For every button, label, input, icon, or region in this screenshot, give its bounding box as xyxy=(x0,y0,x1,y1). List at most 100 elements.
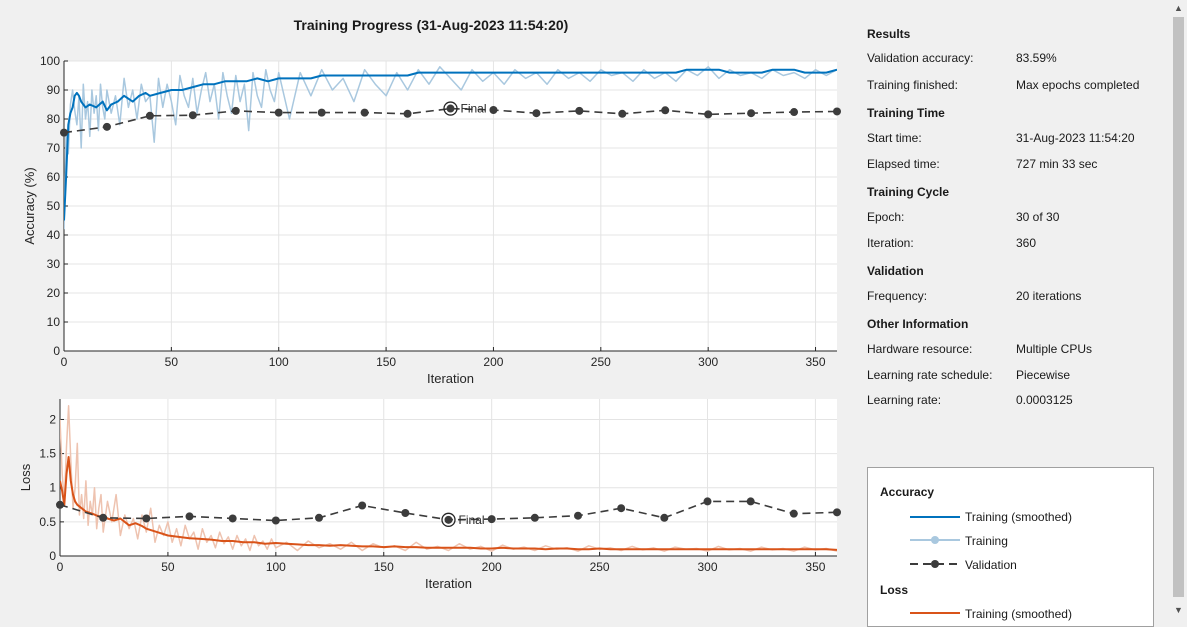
validation-point xyxy=(188,111,197,120)
y-tick-label: 0 xyxy=(53,344,60,358)
loss-plot: 0 0.5 1 1.5 2 0 50 100 150 200 250 300 350 Iteration L… xyxy=(18,399,841,591)
legend-header-accuracy: Accuracy xyxy=(880,485,935,499)
validation-point xyxy=(487,515,496,524)
series-line-raw xyxy=(64,66,837,230)
info-label: Epoch: xyxy=(867,210,905,224)
validation-point xyxy=(358,501,367,510)
legend-header-loss: Loss xyxy=(880,583,909,597)
y-tick-label: 50 xyxy=(47,199,61,213)
validation-point xyxy=(231,106,240,115)
final-label: Final xyxy=(459,513,485,527)
y-tick-label: 60 xyxy=(47,170,61,184)
x-axis-label: Iteration xyxy=(427,371,474,386)
scroll-down-icon[interactable]: ▼ xyxy=(1174,605,1183,615)
x-tick-label: 350 xyxy=(805,560,825,574)
y-axis-label: Loss xyxy=(18,463,33,491)
y-tick-label: 1 xyxy=(49,481,56,495)
validation-point xyxy=(60,128,68,137)
info-value: 360 xyxy=(1016,236,1037,250)
info-value: 0.0003125 xyxy=(1016,393,1073,407)
validation-point xyxy=(317,108,326,117)
info-label: Elapsed time: xyxy=(867,157,940,171)
legend-swatch-loss-smoothed xyxy=(910,612,960,614)
validation-point xyxy=(360,108,369,117)
x-tick-label: 50 xyxy=(161,560,175,574)
info-label: Learning rate: xyxy=(867,393,942,407)
scrollbar-thumb[interactable] xyxy=(1173,17,1184,597)
validation-point xyxy=(446,104,455,113)
y-tick-label: 90 xyxy=(47,83,61,97)
validation-point xyxy=(403,109,412,118)
scroll-up-icon[interactable]: ▲ xyxy=(1174,3,1183,13)
y-tick-label: 1.5 xyxy=(39,447,56,461)
x-tick-label: 200 xyxy=(483,355,503,369)
validation-point xyxy=(747,109,756,118)
validation-point xyxy=(661,106,670,115)
info-label: Start time: xyxy=(867,131,922,145)
validation-point xyxy=(833,508,841,517)
validation-point xyxy=(185,512,194,521)
x-tick-label: 200 xyxy=(482,560,502,574)
validation-point xyxy=(660,513,669,522)
info-value: Piecewise xyxy=(1016,368,1071,382)
legend-entry-training-smoothed: Training (smoothed) xyxy=(965,510,1072,524)
y-tick-label: 100 xyxy=(40,54,60,68)
validation-point xyxy=(444,515,453,524)
section-header: Training Cycle xyxy=(867,185,950,199)
section-header: Results xyxy=(867,27,911,41)
page-title: Training Progress (31-Aug-2023 11:54:20) xyxy=(293,17,569,33)
swatch-marker xyxy=(931,536,939,544)
x-tick-label: 150 xyxy=(376,355,396,369)
validation-point xyxy=(746,497,755,506)
legend-swatch-training xyxy=(910,536,960,544)
final-marker xyxy=(443,101,458,116)
validation-point xyxy=(532,109,541,118)
validation-point xyxy=(618,109,627,118)
x-tick-label: 100 xyxy=(269,355,289,369)
validation-point xyxy=(315,513,323,522)
y-tick-label: 40 xyxy=(47,228,61,242)
y-tick-label: 10 xyxy=(47,315,61,329)
validation-point xyxy=(617,504,626,513)
legend-panel: Accuracy Training (smoothed) Training Va… xyxy=(867,467,1154,627)
x-tick-label: 250 xyxy=(591,355,611,369)
info-label: Frequency: xyxy=(867,289,928,303)
validation-point xyxy=(833,107,841,116)
validation-point xyxy=(56,500,64,509)
section-header: Training Time xyxy=(867,106,945,120)
y-tick-label: 2 xyxy=(49,412,56,426)
legend-swatch-validation xyxy=(910,560,960,568)
legend-entry-validation: Validation xyxy=(965,558,1017,572)
y-tick-label: 0 xyxy=(49,549,56,563)
info-label: Hardware resource: xyxy=(867,342,973,356)
y-tick-label: 30 xyxy=(47,257,61,271)
series-line-raw xyxy=(60,405,837,552)
info-value: 83.59% xyxy=(1016,51,1057,65)
validation-point xyxy=(789,509,798,518)
x-tick-label: 50 xyxy=(165,355,179,369)
y-tick-label: 80 xyxy=(47,112,61,126)
info-label: Training finished: xyxy=(867,78,958,92)
x-tick-label: 250 xyxy=(590,560,610,574)
x-tick-label: 0 xyxy=(61,355,68,369)
y-tick-label: 20 xyxy=(47,286,61,300)
swatch-marker xyxy=(931,560,939,568)
validation-point xyxy=(530,513,539,522)
legend-entry-loss-smoothed: Training (smoothed) xyxy=(965,607,1072,621)
info-label: Learning rate schedule: xyxy=(867,368,993,382)
info-value: 20 iterations xyxy=(1016,289,1082,303)
validation-point xyxy=(102,122,111,131)
info-value: Multiple CPUs xyxy=(1016,342,1093,356)
x-tick-label: 350 xyxy=(806,355,826,369)
x-tick-label: 0 xyxy=(57,560,64,574)
info-value: 727 min 33 sec xyxy=(1016,157,1098,171)
final-marker xyxy=(441,512,456,527)
vertical-scrollbar[interactable]: ▲ ▼ xyxy=(1170,0,1187,619)
final-label: Final xyxy=(461,102,487,116)
x-tick-label: 100 xyxy=(266,560,286,574)
validation-point xyxy=(401,508,410,517)
validation-point xyxy=(145,111,154,120)
x-tick-label: 150 xyxy=(374,560,394,574)
info-value: 31-Aug-2023 11:54:20 xyxy=(1016,131,1135,145)
